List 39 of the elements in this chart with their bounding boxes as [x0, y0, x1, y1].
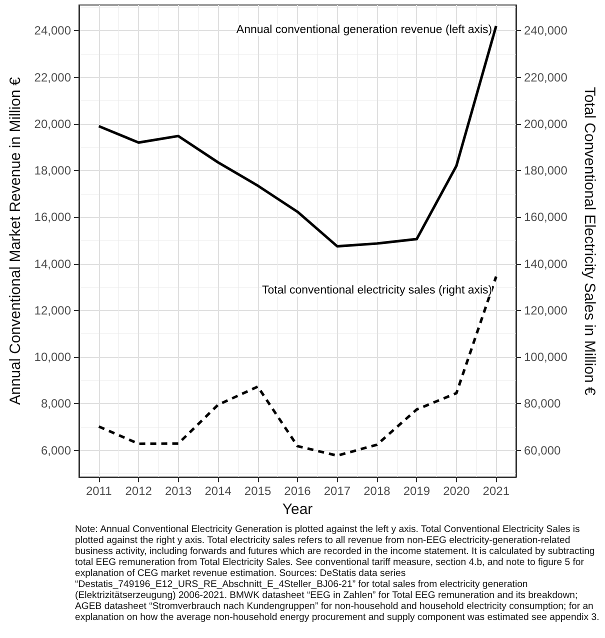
y-tick-label: 22,000 — [34, 70, 72, 84]
x-tick-label: 2014 — [204, 484, 232, 498]
y2-tick-label: 100,000 — [524, 350, 568, 364]
y2-tick-label: 160,000 — [524, 210, 568, 224]
y-tick-label: 18,000 — [34, 164, 72, 178]
y-axis-title: Annual Conventional Market Revenue in Million € — [7, 76, 24, 405]
series-label: Annual conventional generation revenue (left axis) — [236, 24, 492, 36]
series-label: Total conventional electricity sales (right axis) — [262, 284, 492, 297]
y-tick-label: 6,000 — [40, 443, 72, 458]
y-tick-label: 10,000 — [34, 350, 72, 364]
text: Note: Annual Conventional Electricity Generation is plotted against the left y axis. Total Conventional Electricity Sales is plotted against the right y axis. Total electricity sales refers to all revenue from non-EEG electricity-generation-related business activity, including forwards and futures which are recorded in the income statement. It is calculated by subtracting total EEG remuneration from Total Electricity Sales. See conventional tariff measure, section 4.b, and note to figure 5 for explanation of CEG market revenue estimation. Sources: DeStatis data series “Destatis_749196_E12_URS_RE_Abschnitt_E_4Steller_BJ06-21” for total sales from electricity generation (Elektrizitätserzeugung) 2006-2021. BMWK datasheet “EEG in Zahlen” for Total EEG remuneration and its breakdown; AGEB datasheet “Stromverbrauch nach Kundengruppen” for non-household and household electricity consumption; for an explanation on how the average non-household energy procurement and supply component was estimated see appendix 3. — [75, 524, 600, 623]
y-tick-label: 24,000 — [34, 24, 72, 38]
x-tick-label: 2018 — [364, 484, 391, 498]
y2-tick-label: 220,000 — [524, 70, 568, 84]
y2-tick-label: 200,000 — [524, 116, 568, 131]
x-tick-label: 2020 — [443, 484, 470, 498]
x-tick-label: 2013 — [164, 484, 192, 498]
y2-tick-label: 80,000 — [524, 396, 562, 411]
x-tick-label: 2012 — [125, 484, 152, 498]
x-axis-title: Year — [282, 501, 313, 518]
y-tick-label: 14,000 — [34, 256, 72, 271]
x-tick-label: 2021 — [482, 484, 510, 498]
y2-tick-label: 140,000 — [524, 256, 568, 271]
y-tick-label: 20,000 — [34, 116, 72, 131]
y-tick-label: 8,000 — [40, 396, 72, 411]
y2-tick-label: 60,000 — [524, 443, 562, 458]
y2-axis-title: Total Conventional Electricity Sales in Million € — [581, 86, 598, 396]
x-tick-label: 2011 — [86, 484, 112, 498]
line-series — [98, 24, 498, 248]
x-tick-label: 2017 — [324, 484, 351, 498]
y-tick-label: 12,000 — [34, 303, 72, 318]
line-series — [98, 275, 498, 457]
x-tick-label: 2016 — [284, 484, 312, 498]
y2-tick-label: 180,000 — [524, 164, 568, 178]
x-tick-label: 2019 — [403, 484, 430, 498]
x-tick-label: 2015 — [244, 484, 272, 498]
y-tick-label: 16,000 — [34, 210, 72, 224]
y2-tick-label: 120,000 — [524, 303, 568, 318]
y2-tick-label: 240,000 — [524, 24, 568, 38]
